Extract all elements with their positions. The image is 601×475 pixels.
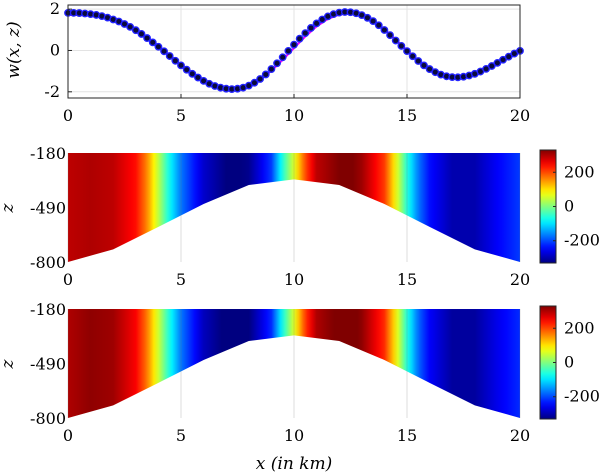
line-ytick-label: -2 [44, 82, 60, 101]
series-marker [160, 47, 168, 56]
line-xtick-label: 10 [284, 106, 304, 125]
heatmap-1-field [67, 153, 521, 262]
series-marker [414, 57, 423, 65]
series-marker [363, 13, 372, 22]
colorbar-tick-label: 200 [564, 318, 595, 337]
series-marker [278, 53, 287, 62]
line-plot-ylabel: w(x, z) [4, 21, 24, 78]
series-marker [284, 46, 293, 55]
line-xtick-label: 5 [176, 106, 186, 125]
series-marker [499, 55, 507, 64]
line-ytick-label: 0 [50, 40, 60, 59]
series-marker [126, 23, 135, 31]
heatmap-ytick-label: -490 [30, 199, 66, 218]
heatmap-field [68, 309, 520, 418]
heatmap-xtick-label: 5 [176, 426, 186, 445]
line-xtick-label: 20 [510, 106, 530, 125]
heatmap-xtick-label: 15 [397, 270, 417, 289]
colorbar-tick-label: -200 [564, 387, 600, 406]
heatmap-panel-2: 0 5 10 15 20 -180 -490 -800 z 200 0 -200 [0, 300, 600, 445]
line-xtick-label: 0 [63, 106, 73, 125]
heatmap-xtick-label: 20 [510, 270, 530, 289]
series-marker [143, 34, 152, 42]
series-marker [504, 52, 513, 61]
series-marker [137, 30, 146, 38]
line-ytick-label: 2 [50, 0, 60, 18]
series-marker [148, 38, 157, 47]
series-marker [188, 69, 197, 78]
series-marker [154, 42, 163, 51]
colorbar-tick-label: -200 [564, 231, 600, 250]
series-marker [182, 65, 191, 74]
heatmap-ytick-label: -180 [30, 300, 66, 319]
series-marker [165, 52, 174, 60]
heatmap-xtick-label: 0 [63, 270, 73, 289]
series-marker [408, 52, 417, 61]
heatmap-2-field [67, 309, 521, 418]
series-marker [194, 73, 202, 82]
heatmap-xtick-label: 15 [397, 426, 417, 445]
heatmap-2-ticks: 0 5 10 15 20 -180 -490 -800 [30, 300, 530, 445]
heatmap-1-colorbar: 200 0 -200 [539, 149, 600, 264]
series-marker [301, 29, 310, 38]
line-xtick-label: 15 [397, 106, 417, 125]
heatmap-ytick-label: -490 [30, 355, 66, 374]
series-marker [403, 47, 411, 55]
series-marker [171, 56, 180, 65]
heatmap-ytick-label: -180 [30, 144, 66, 163]
line-plot-grid [67, 5, 521, 98]
series-marker [420, 61, 428, 70]
series-marker [386, 31, 394, 40]
series-marker [318, 15, 327, 24]
heatmap-xtick-label: 20 [510, 426, 530, 445]
series-marker [290, 40, 298, 49]
heatmap-field [68, 153, 520, 262]
colorbar-tick-label: 200 [564, 162, 595, 181]
heatmap-xtick-label: 0 [63, 426, 73, 445]
heatmap-ytick-label: -800 [30, 253, 66, 272]
series-marker [273, 59, 281, 68]
line-plot-series [64, 8, 524, 94]
series-marker [177, 61, 185, 70]
heatmap-1-ticks: 0 5 10 15 20 -180 -490 -800 [30, 144, 530, 289]
colorbar-tick-label: 0 [564, 353, 574, 372]
series-marker [425, 65, 434, 73]
series-marker [256, 75, 264, 83]
series-marker [391, 36, 400, 45]
heatmap-panel-1: 0 5 10 15 20 -180 -490 -800 z 200 0 -200 [0, 144, 600, 289]
series-marker [131, 26, 140, 35]
heatmap-ytick-label: -800 [30, 409, 66, 428]
heatmap-xtick-label: 10 [284, 270, 304, 289]
series-marker [493, 58, 502, 67]
series-marker [380, 26, 389, 34]
series-marker [397, 42, 406, 50]
series-marker [374, 21, 383, 30]
series-marker [295, 34, 304, 43]
heatmap-2-colorbar: 200 0 -200 [539, 305, 600, 420]
heatmap-xtick-label: 10 [284, 426, 304, 445]
heatmap-2-ylabel: z [0, 358, 18, 369]
series-marker [261, 70, 270, 79]
series-marker [312, 19, 321, 28]
series-marker [267, 65, 276, 73]
colorbar-tick-label: 0 [564, 197, 574, 216]
heatmap-1-ylabel: z [0, 202, 18, 213]
figure-xlabel: x (in km) [256, 454, 332, 474]
series-marker [369, 17, 377, 26]
series-marker [307, 24, 315, 32]
heatmap-xtick-label: 5 [176, 270, 186, 289]
series-marker [487, 62, 496, 70]
series-marker [250, 78, 259, 87]
